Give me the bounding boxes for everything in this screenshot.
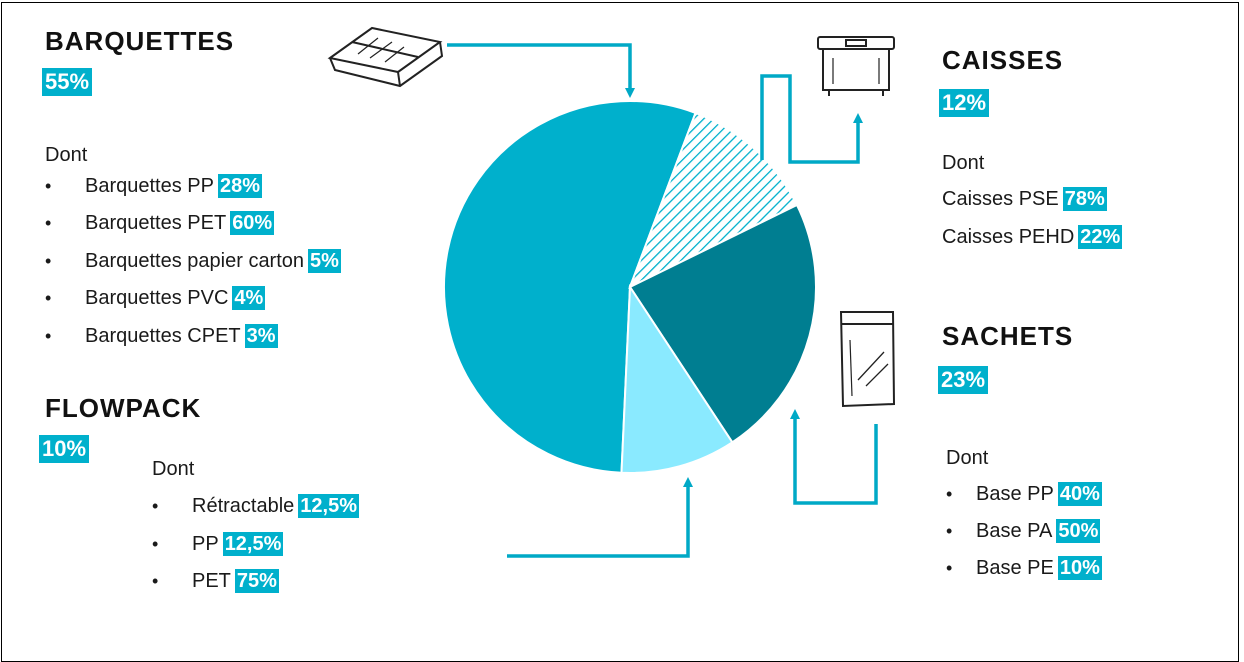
item-pct: 5% [308, 249, 341, 273]
flowpack-title: FLOWPACK [45, 393, 202, 423]
list-item: • Rétractable 12,5% [152, 494, 359, 518]
item-pct: 22% [1078, 225, 1123, 249]
bullet: • [45, 250, 52, 271]
bullet: • [152, 570, 159, 591]
item-pct: 28% [217, 174, 262, 198]
sachets-title: SACHETS [942, 321, 1074, 351]
item-pct: 50% [1056, 519, 1101, 543]
item-label: Caisses PEHD [942, 225, 1075, 248]
item-label: Barquettes PVC [85, 286, 229, 309]
barquettes-title: BARQUETTES [45, 26, 235, 56]
list-item: • Base PA 50% [946, 519, 1101, 543]
bullet: • [152, 533, 159, 554]
caisses-dont: Dont [942, 152, 985, 174]
item-label: Barquettes CPET [85, 324, 241, 347]
pie-slice-barquettes [443, 99, 697, 474]
tray-icon [327, 26, 444, 88]
item-label: Base PA [976, 519, 1053, 542]
pie-slice-flowpack [620, 283, 734, 474]
pie-slice-sachets [628, 203, 817, 444]
list-item: • Barquettes PET 60% [45, 211, 275, 235]
bullet: • [45, 212, 52, 233]
item-pct: 12,5% [298, 494, 359, 518]
sachets-dont: Dont [946, 447, 989, 469]
arrow-barquettes [447, 43, 635, 98]
list-item: • Barquettes PVC 4% [45, 286, 266, 310]
bag-icon [839, 311, 896, 408]
pie-slice-caisses [628, 111, 799, 290]
arrow-caisses [760, 74, 863, 164]
item-label: Barquettes PP [85, 174, 214, 197]
item-label: Base PE [976, 556, 1054, 579]
list-item: Caisses PSE 78% [942, 187, 1107, 211]
list-item: • PP 12,5% [152, 532, 284, 556]
item-pct: 78% [1062, 187, 1107, 211]
list-item: • Barquettes CPET 3% [45, 324, 278, 348]
pie-chart [327, 26, 896, 558]
item-label: Base PP [976, 482, 1054, 505]
item-pct: 3% [244, 324, 278, 348]
bullet: • [946, 557, 953, 578]
item-pct: 40% [1057, 482, 1102, 506]
flowpack-dont: Dont [152, 458, 195, 480]
flowpack-pct: 10% [39, 435, 90, 463]
bullet: • [45, 325, 52, 346]
item-label: Caisses PSE [942, 187, 1059, 210]
item-label: Rétractable [192, 494, 295, 517]
item-pct: 10% [1057, 556, 1102, 580]
item-label: Barquettes PET [85, 211, 227, 234]
item-pct: 12,5% [222, 532, 284, 556]
list-item: • Base PP 40% [946, 482, 1102, 506]
barquettes-pct: 55% [42, 68, 93, 96]
caisses-pct: 12% [939, 89, 990, 117]
item-label: Barquettes papier carton [85, 249, 305, 272]
item-pct: 75% [234, 569, 279, 593]
arrow-flowpack [507, 477, 693, 558]
bullet: • [946, 520, 953, 541]
list-item: • Base PE 10% [946, 556, 1102, 580]
item-label: PET [192, 569, 231, 592]
bullet: • [152, 495, 159, 516]
list-item: • Barquettes PP 28% [45, 174, 262, 198]
list-item: • PET 75% [152, 569, 279, 593]
caisses-title: CAISSES [942, 45, 1064, 75]
list-item: • Barquettes papier carton 5% [45, 249, 341, 273]
bullet: • [45, 287, 52, 308]
sachets-pct: 23% [938, 366, 989, 394]
box-icon [817, 36, 895, 96]
list-item: Caisses PEHD 22% [942, 225, 1123, 249]
bullet: • [45, 175, 52, 196]
item-label: PP [192, 532, 219, 555]
item-pct: 60% [230, 211, 275, 235]
bullet: • [946, 483, 953, 504]
arrow-sachets [790, 409, 878, 505]
barquettes-dont: Dont [45, 144, 88, 166]
item-pct: 4% [232, 286, 266, 310]
